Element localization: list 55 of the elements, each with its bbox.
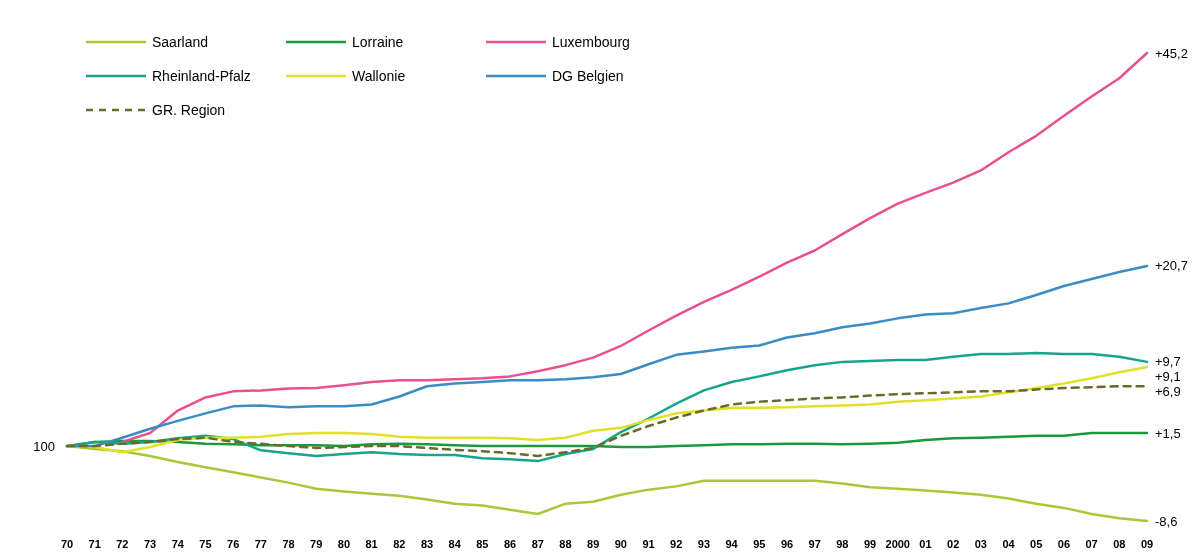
annotation: -8,6 [1155,513,1178,529]
legend-label: Luxembourg [552,33,630,50]
x-tick-label: 92 [670,538,683,550]
x-tick-label: 08 [1113,538,1126,550]
x-tick-label: 82 [393,538,406,550]
x-tick-label: 81 [365,538,378,550]
x-tick-label: 74 [171,538,185,550]
x-tick-label: 75 [199,538,212,550]
annotation: +1,5 [1155,425,1181,441]
x-tick-label: 70 [60,538,74,550]
x-tick-label: 05 [1030,538,1043,550]
annotation: +45,2 [1155,45,1188,61]
x-tick-label: 06 [1057,538,1071,550]
x-tick-label: 83 [420,538,434,550]
legend-label: GR. Region [152,101,226,118]
x-tick-label: 98 [836,538,849,550]
legend-label: Lorraine [352,33,404,50]
x-tick-label: 79 [310,538,323,550]
x-tick-label: 02 [947,538,960,550]
x-tick-label: 76 [227,538,240,550]
legend-label: DG Belgien [552,67,624,84]
x-tick-label: 73 [143,538,157,550]
x-tick-label: 03 [974,538,987,550]
x-tick-label: 85 [476,538,489,550]
x-tick-label: 07 [1085,538,1098,550]
x-tick-label: 2000 [885,538,911,550]
x-tick-label: 90 [614,538,627,550]
annotation: +9,1 [1155,369,1181,385]
annotation: 100 [33,438,55,454]
annotation: +20,7 [1155,258,1188,274]
x-tick-label: 04 [1002,538,1016,550]
x-tick-label: 96 [780,538,794,550]
x-tick-label: 91 [642,538,655,550]
x-tick-label: 99 [863,538,877,550]
legend-label: Rheinland-Pfalz [152,67,251,84]
legend-label: Wallonie [352,67,406,84]
x-tick-label: 86 [503,538,517,550]
x-tick-label: 87 [531,538,544,550]
x-tick-label: 77 [254,538,267,550]
x-tick-label: 71 [88,538,101,550]
x-tick-label: 09 [1140,538,1154,550]
x-tick-label: 72 [116,538,129,550]
x-tick-label: 01 [919,538,932,550]
x-tick-label: 80 [337,538,351,550]
x-tick-label: 95 [753,538,766,550]
x-tick-label: 88 [559,538,572,550]
x-tick-label: 93 [697,538,711,550]
x-tick-label: 97 [808,538,821,550]
legend-label: Saarland [152,33,209,50]
x-tick-label: 78 [282,538,295,550]
x-tick-label: 89 [587,538,600,550]
x-tick-label: 84 [448,538,462,550]
annotation: +9,7 [1155,354,1181,370]
annotation: +6,9 [1155,384,1181,400]
x-tick-label: 94 [725,538,739,550]
